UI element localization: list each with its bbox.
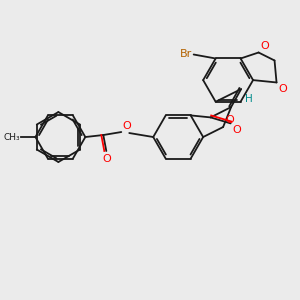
Text: CH₃: CH₃ [4, 133, 20, 142]
Text: O: O [122, 121, 131, 131]
Text: O: O [102, 154, 111, 164]
Text: Br: Br [179, 49, 192, 58]
Text: O: O [225, 115, 234, 125]
Text: O: O [232, 125, 242, 135]
Text: H: H [245, 94, 253, 104]
Text: O: O [278, 85, 287, 94]
Text: O: O [261, 40, 269, 50]
